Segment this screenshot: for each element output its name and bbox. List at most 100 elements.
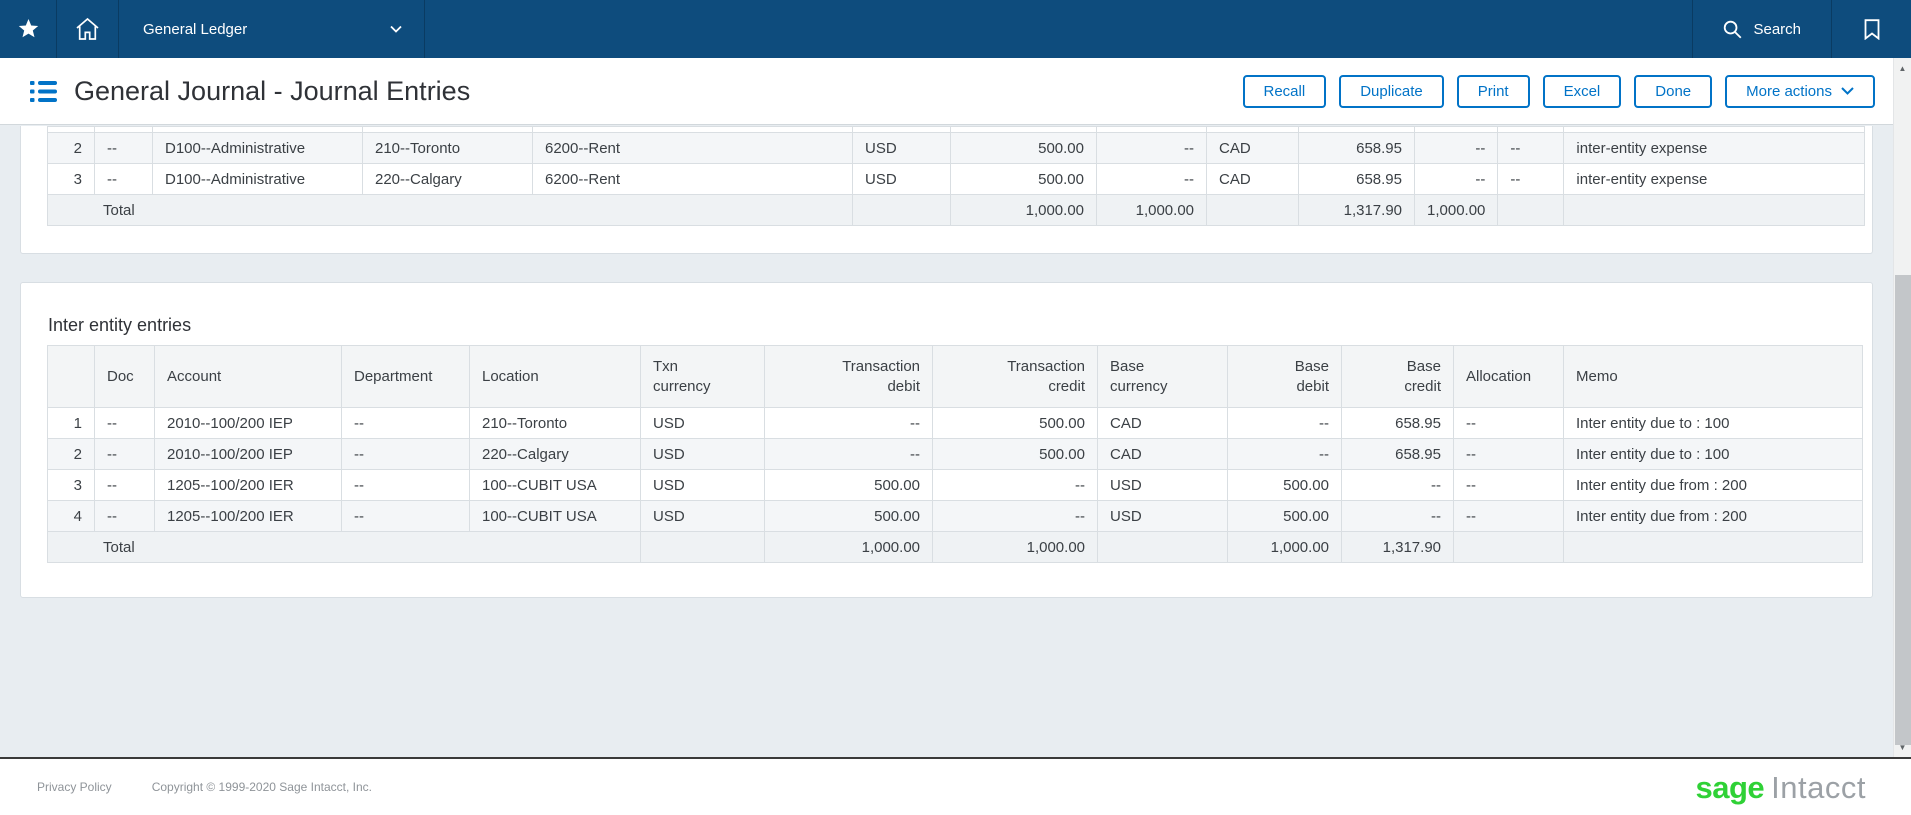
cell-base-currency: USD [1097, 500, 1228, 532]
col-base-currency: Base currency [1097, 345, 1228, 408]
col-transaction-credit: Transaction credit [932, 345, 1098, 408]
top-nav: General Ledger Search [0, 0, 1911, 58]
cell-location: 220--Calgary [469, 438, 641, 470]
total-txn-debit: 1,000.00 [764, 531, 933, 563]
table-row: 2 -- 2010--100/200 IEP -- 220--Calgary USD -- 5… [47, 438, 1863, 470]
cell-base-credit: 658.95 [1341, 407, 1454, 439]
cell-allocation: -- [1453, 407, 1564, 439]
inter-entity-table: Doc Account Department Location Txn curr… [47, 345, 1863, 563]
cell-account: 6200--Rent [532, 132, 853, 164]
app-menu-dropdown[interactable]: General Ledger [119, 0, 425, 58]
cell-base-credit: -- [1413, 132, 1499, 164]
nav-spacer [425, 0, 1692, 58]
cell-txn-currency: USD [640, 438, 765, 470]
bookmark-button[interactable] [1832, 0, 1911, 58]
star-icon [18, 19, 38, 38]
action-buttons: Recall Duplicate Print Excel Done More a… [1242, 74, 1875, 108]
journal-list-button[interactable] [30, 80, 57, 102]
cell-txn-debit: 500.00 [950, 132, 1097, 164]
cell-department: -- [341, 500, 470, 532]
cell-account: 2010--100/200 IEP [154, 407, 342, 439]
total-base-debit: 1,317.90 [1298, 194, 1415, 226]
cell-location: 220--Calgary [362, 163, 533, 195]
cell-memo: inter-entity expense [1563, 163, 1866, 195]
cell-allocation: -- [1497, 132, 1565, 164]
col-txn-currency: Txn currency [640, 345, 765, 408]
total-label: Total [47, 531, 641, 563]
cell-doc: -- [94, 500, 155, 532]
cell-doc: -- [94, 132, 153, 164]
page-header-bar: General Journal - Journal Entries Recall… [0, 58, 1893, 125]
cell-txn-credit: 500.00 [932, 438, 1098, 470]
cell-base-currency: CAD [1097, 438, 1228, 470]
cell-txn-credit: 500.00 [932, 407, 1098, 439]
total-base-credit: 1,317.90 [1341, 531, 1454, 563]
more-actions-label: More actions [1746, 82, 1832, 100]
table-row: 1 -- 2010--100/200 IEP -- 210--Toronto USD -- 5… [47, 407, 1863, 439]
total-txn-debit: 1,000.00 [950, 194, 1097, 226]
scroll-down-arrow[interactable]: ▼ [1898, 742, 1907, 752]
cell-memo: Inter entity due to : 100 [1563, 438, 1863, 470]
journal-total-row: Total 1,000.00 1,000.00 1,317.90 1,000.0… [47, 194, 1866, 226]
cell-doc: -- [94, 469, 155, 501]
cell-txn-debit: 500.00 [950, 163, 1097, 195]
print-button[interactable]: Print [1456, 74, 1530, 108]
total-txn-credit: 1,000.00 [932, 531, 1098, 563]
table-row: 4 -- 1205--100/200 IER -- 100--CUBIT USA USD 5… [47, 500, 1863, 532]
done-button[interactable]: Done [1634, 74, 1713, 108]
cell-base-debit: -- [1227, 407, 1342, 439]
cell-txn-credit: -- [1096, 163, 1207, 195]
cell-allocation: -- [1453, 500, 1564, 532]
search-icon [1724, 20, 1742, 38]
search-button[interactable]: Search [1692, 0, 1832, 58]
scroll-up-arrow[interactable]: ▲ [1898, 63, 1907, 73]
cell-txn-credit: -- [932, 500, 1098, 532]
col-allocation: Allocation [1453, 345, 1564, 408]
cell-txn-currency: USD [640, 407, 765, 439]
cell-base-credit: -- [1341, 469, 1454, 501]
cell-base-debit: 658.95 [1298, 163, 1415, 195]
excel-button[interactable]: Excel [1542, 74, 1622, 108]
cell-department: -- [341, 469, 470, 501]
cell-account: 1205--100/200 IER [154, 469, 342, 501]
cell-num: 2 [47, 132, 95, 164]
cell-base-credit: 658.95 [1341, 438, 1454, 470]
vertical-scrollbar[interactable]: ▲ ▼ [1893, 58, 1911, 757]
home-button[interactable] [57, 0, 119, 58]
col-department: Department [341, 345, 470, 408]
journal-entries-table: 2 -- D100--Administrative 210--Toronto 6200-… [47, 126, 1866, 226]
page-title: General Journal - Journal Entries [74, 75, 471, 106]
scrollbar-thumb[interactable] [1895, 275, 1911, 745]
chevron-down-icon [1841, 87, 1854, 95]
intacct-logo-text: Intacct [1771, 769, 1866, 805]
more-actions-button[interactable]: More actions [1725, 74, 1875, 108]
cell-txn-currency: USD [852, 132, 951, 164]
chevron-down-icon [390, 25, 402, 33]
cell-base-currency: CAD [1206, 132, 1299, 164]
cell-location: 210--Toronto [469, 407, 641, 439]
cell-department: -- [341, 438, 470, 470]
col-base-credit: Base credit [1341, 345, 1454, 408]
cell-memo: Inter entity due to : 100 [1563, 407, 1863, 439]
favorites-button[interactable] [0, 0, 57, 58]
col-transaction-debit: Transaction debit [764, 345, 933, 408]
cell-department: D100--Administrative [152, 163, 363, 195]
cell-allocation: -- [1497, 163, 1565, 195]
cell-num: 3 [47, 163, 95, 195]
inter-entity-header-row: Doc Account Department Location Txn curr… [47, 345, 1863, 408]
home-icon [76, 17, 99, 40]
privacy-policy-link[interactable]: Privacy Policy [37, 780, 112, 794]
cell-base-debit: 658.95 [1298, 132, 1415, 164]
copyright-text: Copyright © 1999-2020 Sage Intacct, Inc. [151, 780, 372, 794]
cell-account: 1205--100/200 IER [154, 500, 342, 532]
cell-txn-credit: -- [1096, 132, 1207, 164]
cell-base-currency: CAD [1206, 163, 1299, 195]
cell-txn-currency: USD [640, 469, 765, 501]
col-account: Account [154, 345, 342, 408]
inter-entity-total-row: Total 1,000.00 1,000.00 1,000.00 1,317.9… [47, 531, 1863, 563]
col-doc: Doc [94, 345, 155, 408]
recall-button[interactable]: Recall [1242, 74, 1327, 108]
cell-department: -- [341, 407, 470, 439]
duplicate-button[interactable]: Duplicate [1339, 74, 1444, 108]
col-memo: Memo [1563, 345, 1863, 408]
